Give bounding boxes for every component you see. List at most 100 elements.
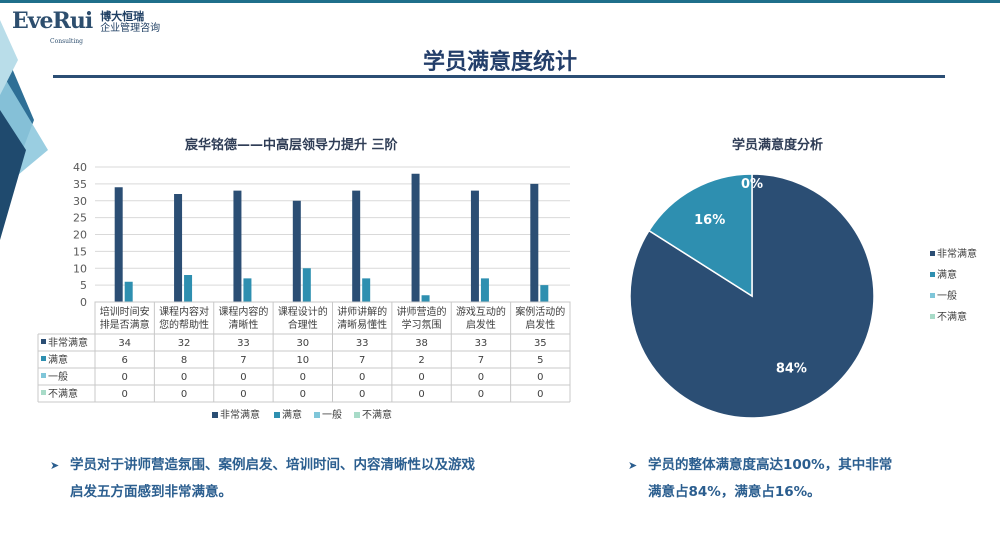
bar (174, 194, 183, 302)
bar (302, 268, 311, 302)
pie-label: 0% (741, 177, 763, 192)
legend-swatch (212, 412, 218, 418)
logo-chinese: 博大恒瑞 企业管理咨询 (100, 11, 160, 35)
bullet-right-line-2: 满意占84%，满意占16%。 (648, 484, 821, 500)
y-tick-label: 20 (73, 229, 87, 242)
table-cell: 0 (300, 372, 306, 383)
bar (114, 187, 123, 302)
table-cell: 0 (537, 372, 543, 383)
category-label: 合理性 (288, 318, 318, 331)
y-tick-label: 40 (73, 161, 87, 174)
table-cell: 8 (181, 355, 187, 366)
legend-label: 满意 (282, 408, 302, 421)
category-label: 讲师讲解的 (337, 305, 387, 318)
table-cell: 0 (537, 389, 543, 400)
pie-slice (629, 173, 875, 419)
category-label: 学习氛围 (402, 318, 442, 331)
title-underline (53, 75, 945, 78)
category-label: 游戏互动的 (456, 305, 506, 318)
pie-slice (647, 173, 753, 298)
legend-swatch (930, 272, 935, 277)
category-label: 案例活动的 (515, 305, 565, 318)
table-cell: 34 (118, 338, 131, 349)
table-cell: 0 (359, 389, 365, 400)
bullet-left: ➤ 学员对于讲师营造氛围、案例启发、培训时间、内容清晰性以及游戏 启发五方面感到… (50, 452, 590, 506)
bar (124, 281, 133, 302)
arrow-icon: ➤ (50, 459, 60, 472)
category-label: 课程设计的 (278, 305, 328, 318)
page-title: 学员满意度统计 (422, 50, 577, 75)
bar (411, 173, 420, 302)
table-cell: 33 (237, 338, 250, 349)
bullet-left-line-2: 启发五方面感到非常满意。 (70, 484, 232, 500)
table-cell: 7 (240, 355, 246, 366)
left-decoration (0, 20, 48, 240)
legend-label: 满意 (937, 268, 957, 281)
table-cell: 0 (181, 372, 187, 383)
legend-label: 一般 (937, 289, 957, 302)
y-tick-label: 5 (80, 279, 87, 292)
y-tick-label: 35 (73, 178, 87, 191)
table-header-frame (94, 301, 571, 335)
y-tick-label: 15 (73, 245, 87, 258)
category-label: 清晰性 (228, 318, 258, 331)
category-label: 启发性 (466, 318, 496, 331)
logo-cn-name: 博大恒瑞 (100, 10, 145, 23)
table-cell: 0 (181, 389, 187, 400)
bullet-right: ➤ 学员的整体满意度高达100%，其中非常 满意占84%，满意占16%。 (628, 452, 968, 506)
logo-tagline: Consulting (50, 38, 83, 45)
table-cell: 2 (418, 355, 424, 366)
legend-label: 不满意 (362, 408, 392, 421)
table-cell: 0 (240, 389, 246, 400)
y-tick-label: 25 (73, 212, 87, 225)
category-label: 讲师营造的 (397, 305, 447, 318)
table-cell: 0 (300, 389, 306, 400)
table-cell: 0 (418, 372, 424, 383)
y-tick-label: 0 (80, 296, 87, 309)
bar (480, 278, 489, 302)
table-cell: 35 (534, 338, 547, 349)
bar (184, 275, 193, 302)
pie-label: 84% (776, 362, 807, 377)
category-label: 启发性 (525, 318, 555, 331)
table-cell: 6 (122, 355, 128, 366)
bar (470, 190, 479, 302)
category-label: 您的帮助性 (159, 318, 209, 331)
y-tick-label: 10 (73, 262, 87, 275)
logo-cn-sub: 企业管理咨询 (100, 23, 161, 34)
pie-label: 16% (694, 213, 725, 228)
y-tick-label: 30 (73, 195, 87, 208)
pie-chart-title: 学员满意度分析 (732, 138, 824, 153)
table-cell: 38 (415, 338, 428, 349)
legend-label: 一般 (322, 408, 342, 421)
table-cell: 5 (537, 355, 543, 366)
table-cell: 10 (296, 355, 309, 366)
table-cell: 7 (359, 355, 365, 366)
category-label: 清晰易懂性 (337, 318, 387, 331)
company-logo: EveRui Consulting 博大恒瑞 企业管理咨询 (12, 8, 160, 45)
table-cell: 30 (296, 338, 309, 349)
logo-wordmark: EveRui (12, 8, 93, 34)
legend-swatch (930, 314, 935, 319)
legend-swatch (274, 412, 280, 418)
bar (243, 278, 252, 302)
legend-swatch (354, 412, 360, 418)
top-border (0, 0, 1000, 3)
legend-swatch (930, 251, 935, 256)
legend-label: 非常满意 (220, 408, 260, 421)
legend-label: 非常满意 (937, 247, 977, 260)
bar (352, 190, 361, 302)
legend-swatch (314, 412, 320, 418)
bar (362, 278, 371, 302)
bar (540, 285, 549, 302)
table-cell: 7 (478, 355, 484, 366)
table-cell: 0 (359, 372, 365, 383)
table-cell: 0 (122, 389, 128, 400)
bar (421, 295, 430, 302)
table-cell: 32 (178, 338, 191, 349)
bullet-left-line-1: 学员对于讲师营造氛围、案例启发、培训时间、内容清晰性以及游戏 (70, 457, 475, 473)
category-label: 课程内容的 (218, 305, 268, 318)
bullet-right-line-1: 学员的整体满意度高达100%，其中非常 (648, 457, 893, 473)
table-cell: 0 (478, 389, 484, 400)
category-label: 排是否满意 (100, 318, 150, 331)
